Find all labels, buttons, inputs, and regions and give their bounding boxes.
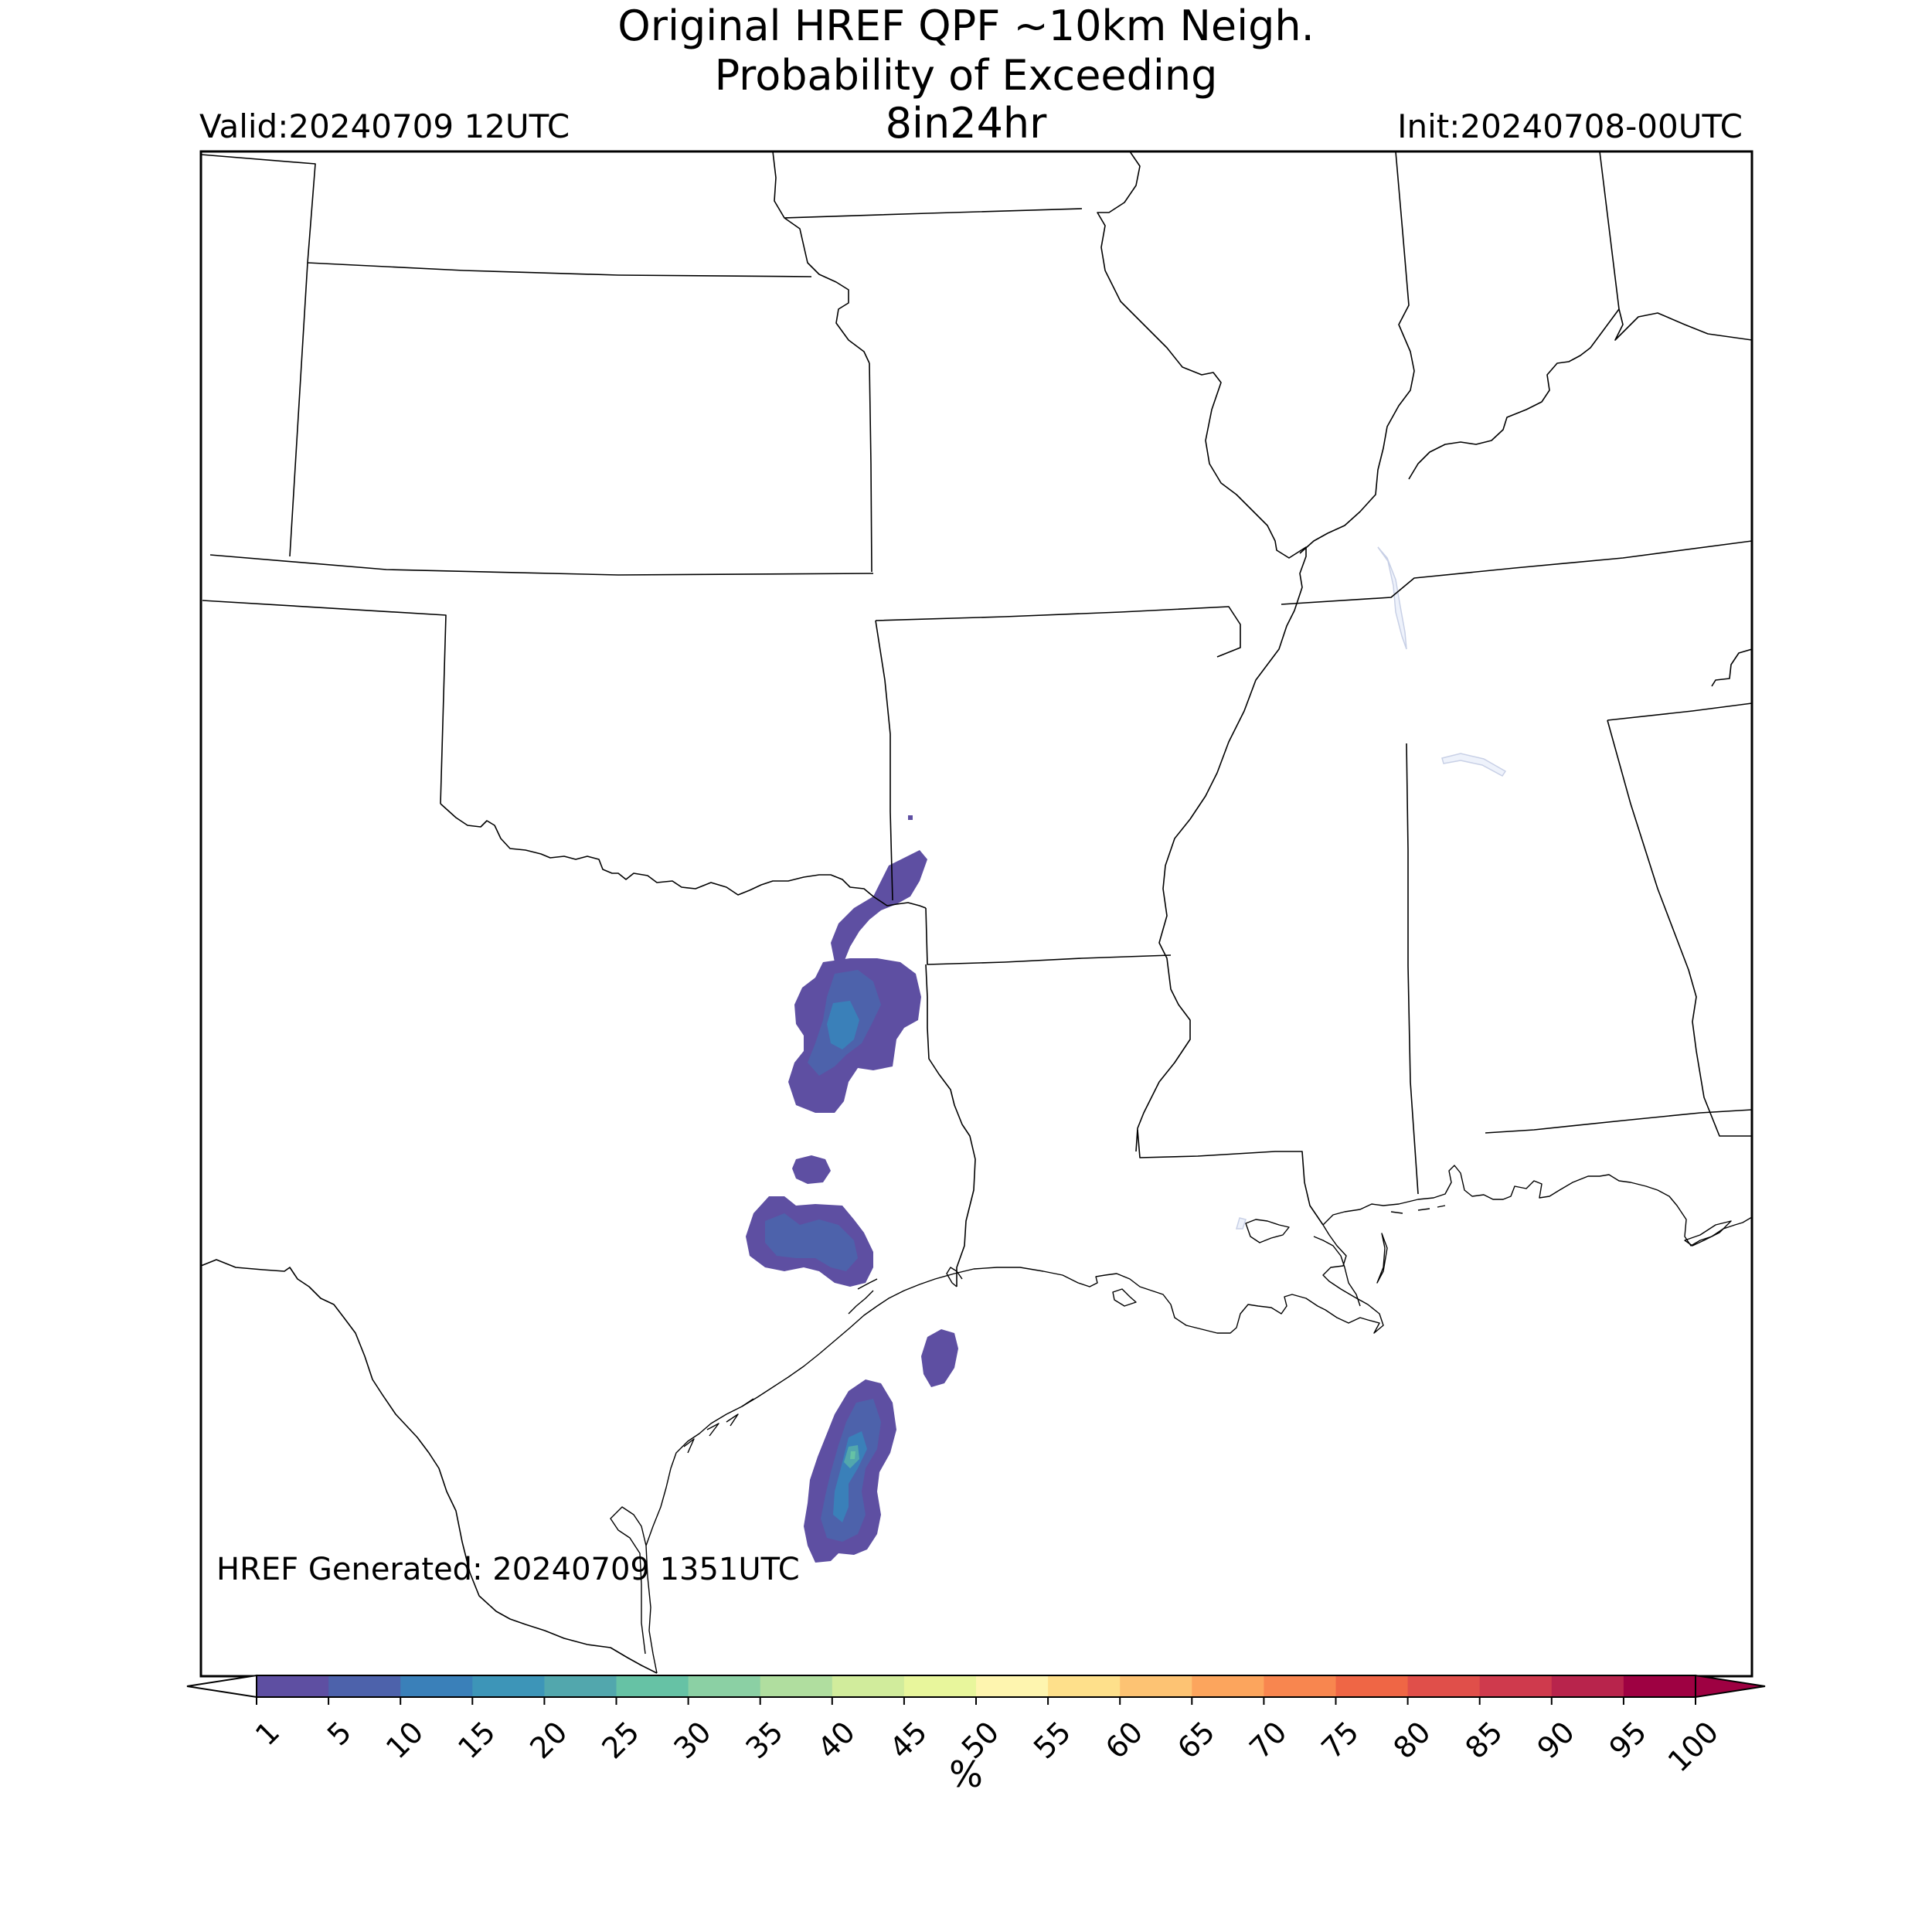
border-ar-ok [875, 620, 893, 901]
border-ok-panhandle [202, 600, 447, 804]
coast-ms-river-delta [1313, 1236, 1361, 1307]
coast-ms-islands [1390, 1205, 1446, 1214]
gulf-coastline [610, 1165, 1752, 1674]
colorbar-swatch [1623, 1675, 1696, 1697]
border-ks-mo [869, 362, 872, 573]
coast-sabine-lake [946, 1267, 963, 1287]
colorbar-swatch [400, 1675, 473, 1697]
colorbar-swatch [1551, 1675, 1624, 1697]
border-tn-va [1711, 648, 1752, 687]
colorbar-tick-label: 5 [321, 1715, 358, 1752]
prob-area-east-texas-core [827, 1001, 859, 1049]
colorbar-tick-label: 1 [249, 1715, 286, 1752]
generated-timestamp: HREF Generated: 20240709 1351UTC [216, 1552, 800, 1587]
colorbar-swatch [1335, 1675, 1409, 1697]
colorbar-swatch [976, 1675, 1049, 1697]
coast-fl-bay [1684, 1220, 1732, 1247]
state-borders [201, 151, 1752, 1674]
border-ky-tn [1281, 540, 1752, 605]
prob-pixel [908, 815, 913, 820]
colorbar-swatch [1192, 1675, 1264, 1697]
probability-shading [746, 815, 958, 1563]
border-ok-ks [209, 554, 874, 576]
colorbar-swatch [544, 1675, 617, 1697]
colorbar-swatch [1048, 1675, 1121, 1697]
colorbar-swatch [1479, 1675, 1553, 1697]
water-bodies [1236, 546, 1507, 1230]
coast-la-marsh [1112, 1288, 1137, 1307]
border-ms-al [1406, 743, 1419, 1195]
coast-texas [610, 1224, 1384, 1674]
colorbar-swatch [832, 1675, 905, 1697]
coast-ms-al [1322, 1165, 1752, 1247]
colorbar-swatch [472, 1675, 545, 1697]
border-red-river [440, 803, 927, 909]
guntersville-lake [1441, 753, 1507, 777]
colorbar-swatch [903, 1675, 977, 1697]
valid-time-label: Valid:20240709 12UTC [199, 107, 570, 145]
prob-area-north [831, 850, 927, 966]
border-al-ga [1607, 719, 1752, 1137]
border-tx-mexico [201, 1259, 658, 1674]
prob-area-small-cell [792, 1155, 831, 1184]
lake-pontchartrain [1236, 1217, 1247, 1230]
border-ohio-river [1408, 308, 1620, 480]
border-co-ks [201, 154, 316, 557]
colorbar-under-extension [186, 1674, 257, 1699]
border-ms-la-south [1137, 1129, 1324, 1226]
title-line-1: Original HREF QPF ~10km Neigh. [617, 2, 1315, 50]
init-time-label: Init:20240708-00UTC [1397, 107, 1743, 145]
border-fl-al [1485, 1109, 1752, 1134]
title-line-3: 8in24hr [885, 99, 1047, 148]
coast-galveston [683, 1278, 878, 1454]
colorbar-swatch [1407, 1675, 1481, 1697]
colorbar-swatch [760, 1675, 833, 1697]
border-tx-la [925, 964, 976, 1287]
border-in-oh-ky [1599, 151, 1752, 341]
colorbar-swatch [1120, 1675, 1192, 1697]
colorbar-unit-label: % [949, 1753, 983, 1795]
colorbar-swatch [1264, 1675, 1336, 1697]
kentucky-lake [1377, 546, 1407, 650]
colorbar-swatch [328, 1675, 401, 1697]
border-ia-mo [784, 208, 1083, 219]
border-ga-nc-tn [1607, 702, 1752, 721]
coast-mobile-bay [1376, 1233, 1388, 1284]
prob-area-southeast-texas-inner [765, 1213, 858, 1271]
colorbar-over-extension [1695, 1674, 1766, 1699]
coast-lake-borgne [1245, 1219, 1290, 1243]
colorbar-swatch [257, 1675, 329, 1697]
title-line-2: Probability of Exceeding [714, 51, 1218, 100]
border-missouri-river [772, 151, 870, 364]
border-mississippi-upper [1097, 151, 1307, 1152]
border-mo-ar [875, 606, 1241, 658]
border-ar-la-tx [925, 907, 1172, 965]
border-ne-ks [307, 262, 812, 277]
map-frame [199, 150, 1753, 1678]
prob-area-coastal-bend-peak [850, 1451, 855, 1459]
border-il-in [1299, 151, 1415, 554]
map-canvas [201, 151, 1752, 1674]
colorbar-swatch [688, 1675, 761, 1697]
colorbar-swatch [616, 1675, 689, 1697]
prob-area-offshore [921, 1329, 958, 1387]
